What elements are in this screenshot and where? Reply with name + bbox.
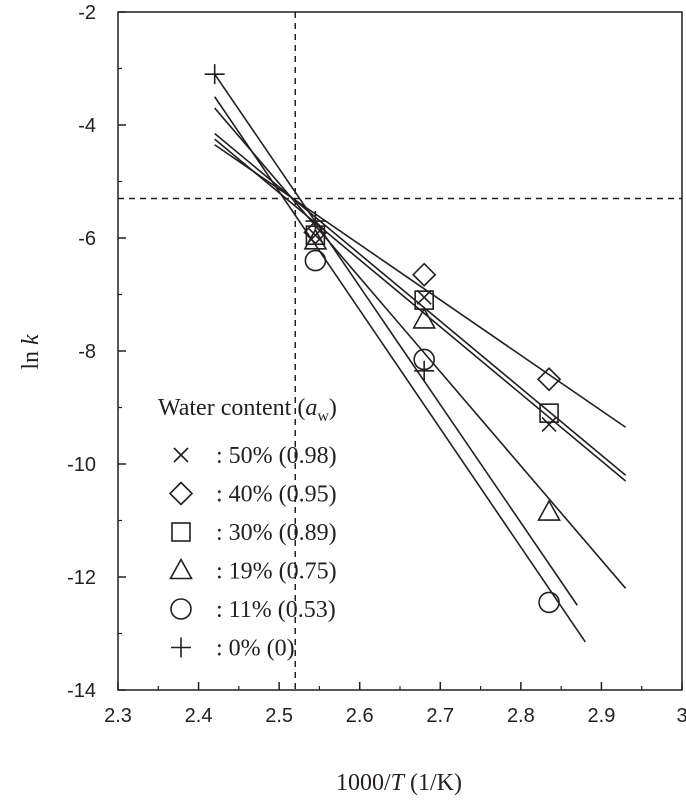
data-point-circle [538, 591, 560, 614]
legend-marker-plus [171, 637, 191, 658]
fit-lines [214, 73, 627, 643]
y-tick-label: -12 [67, 567, 96, 589]
x-tick-label: 2.4 [185, 705, 213, 727]
data-point-plus [204, 64, 225, 85]
y-tick-label: -14 [67, 680, 96, 702]
x-tick-label: 2.9 [588, 705, 616, 727]
data-point-diamond [412, 262, 437, 287]
fit-line-plus [214, 73, 578, 606]
legend-label: : 19% (0.75) [216, 559, 337, 585]
x-tick-label: 2.8 [507, 705, 535, 727]
legend-label: : 40% (0.95) [216, 482, 337, 508]
data-point-circle [304, 249, 327, 272]
y-axis-title: ln k [18, 334, 44, 370]
y-tick-label: -8 [78, 341, 96, 363]
data-point-triangle [412, 307, 437, 329]
plot-frame [117, 11, 683, 691]
x-tick-label: 3 [676, 705, 686, 727]
fit-line-diamond [214, 144, 627, 428]
data-point-diamond [536, 367, 562, 392]
data-point-plus [305, 211, 326, 232]
y-axis-ticks: -2 -4 -6 -8 -10 -12 -14 [67, 2, 126, 702]
fit-line-triangle [214, 107, 627, 589]
x-tick-label: 2.3 [104, 705, 132, 727]
legend-label: : 50% (0.98) [216, 443, 337, 469]
legend-marker-triangle [169, 557, 193, 580]
data-point-square [539, 403, 559, 423]
x-tick-label: 2.7 [426, 705, 454, 727]
data-point-triangle [303, 228, 328, 250]
y-tick-label: -4 [78, 115, 96, 137]
y-tick-label: -10 [67, 454, 96, 476]
y-tick-label: -2 [78, 2, 96, 24]
x-axis-title: 1000/T (1/K) [336, 770, 462, 796]
fit-line-circle [214, 96, 586, 643]
legend-marker-diamond [168, 481, 194, 506]
legend-marker-x [173, 447, 189, 463]
fit-line-square [214, 132, 627, 476]
legend-label: : 11% (0.53) [216, 597, 336, 623]
data-markers [204, 64, 562, 614]
data-point-x [416, 289, 432, 305]
data-point-diamond [303, 220, 328, 245]
x-tick-label: 2.6 [346, 705, 374, 727]
data-point-plus [414, 360, 435, 381]
legend-marker-circle [170, 598, 192, 620]
x-axis-ticks: 2.3 2.4 2.5 2.6 2.7 2.8 2.9 3 [104, 682, 686, 727]
legend-label: : 0% (0) [216, 636, 295, 662]
y-tick-label: -6 [78, 228, 96, 250]
legend-label: : 30% (0.89) [216, 520, 337, 546]
legend-title: Water content (aw) [158, 395, 337, 425]
data-point-x [541, 416, 557, 433]
fit-line-x [214, 138, 627, 482]
legend-marker-square [171, 522, 191, 542]
data-point-triangle [537, 499, 561, 521]
legend: Water content (aw) : 50% (0.98) : 40% (0.9… [158, 395, 337, 662]
x-tick-label: 2.5 [265, 705, 293, 727]
